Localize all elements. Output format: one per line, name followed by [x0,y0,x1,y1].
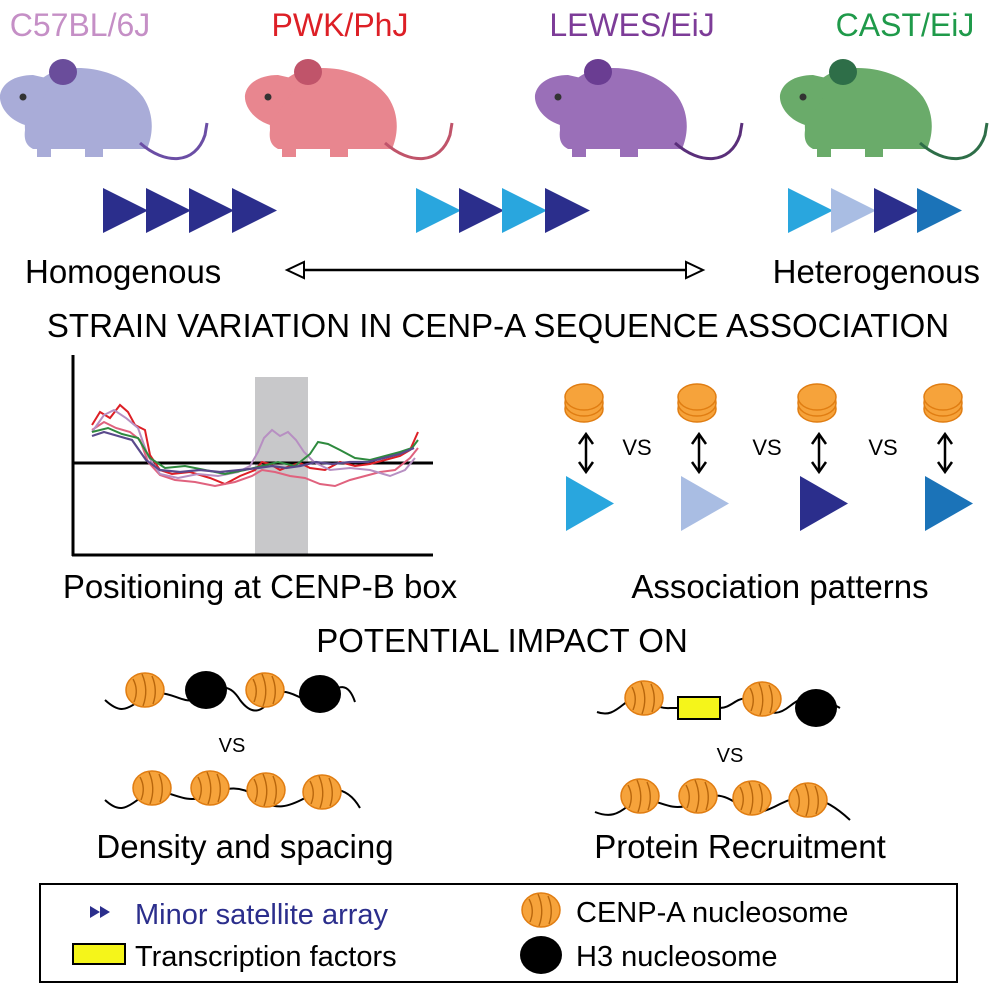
satellite-triangle [874,188,919,233]
legend-transcription-factors: Transcription factors [135,941,397,973]
homogenous-label: Homogenous [25,253,221,290]
impact-title: POTENTIAL IMPACT ON [316,622,688,659]
density-top-fiber [104,671,356,713]
cenpa-nucleosome-icon [246,772,286,808]
strain-label-pwk: PWK/PhJ [272,7,409,43]
cenpa-nucleosome-icon [788,782,828,818]
strain-label-c57bl: C57BL/6J [10,7,151,43]
density-bottom-fiber [104,770,361,810]
double-arrow-icon [810,431,828,475]
double-arrow-icon [577,431,595,475]
satellite-triangle [416,188,461,233]
legend-box [39,883,958,983]
cenpa-nucleosome-icon [742,681,782,717]
h3-nucleosome-icon [299,675,341,713]
positioning-plot [71,355,433,557]
double-arrow-icon [936,431,954,475]
satellite-array-homogenous [103,188,277,233]
association-patterns: VS VS VS [564,383,973,531]
assoc-vs-2: VS [752,435,781,460]
satellite-triangle [831,188,876,233]
double-arrow-icon [690,431,708,475]
density-vs: VS [219,735,246,757]
mouse-lewes-icon [534,59,744,160]
satellite-triangle [189,188,234,233]
satellite-triangle [459,188,504,233]
satellite-triangle [146,188,191,233]
legend-h3: H3 nucleosome [576,941,778,973]
recruitment-top-fiber [596,680,841,727]
cenpa-nucleosome-icon [132,770,172,806]
assoc-triangle-1 [566,476,614,531]
heterogenous-label: Heterogenous [773,253,980,290]
satellite-triangle [788,188,833,233]
association-pair-4 [923,383,973,531]
assoc-vs-1: VS [622,435,651,460]
mouse-c57bl-icon [0,59,209,160]
cenpa-nucleosome-icon [620,778,660,814]
cenpa-nucleosome-icon [302,774,342,810]
mouse-cast-icon [779,59,989,160]
legend-minor-satellite: Minor satellite array [135,899,389,931]
section-title: STRAIN VARIATION IN CENP-A SEQUENCE ASSO… [47,307,949,344]
density-caption: Density and spacing [96,828,393,865]
assoc-triangle-4 [925,476,973,531]
assoc-vs-3: VS [868,435,897,460]
recruitment-vs: VS [717,745,744,767]
satellite-triangle [917,188,962,233]
spectrum-double-arrow [284,260,706,280]
satellite-array-heterogenous [788,188,962,233]
legend-cenpa: CENP-A nucleosome [576,897,848,929]
positioning-caption: Positioning at CENP-B box [63,568,458,605]
assoc-triangle-3 [800,476,848,531]
association-pair-1 [564,383,614,531]
satellite-triangle [502,188,547,233]
strain-label-cast: CAST/EiJ [836,7,975,43]
mouse-pwk-icon [244,59,454,160]
h3-nucleosome-icon [795,689,837,727]
trace-purple [91,430,415,474]
cenpa-nucleosome-icon [732,780,772,816]
transcription-factor-legend-icon [72,943,126,965]
association-caption: Association patterns [631,568,928,605]
assoc-triangle-2 [681,476,729,531]
h3-nucleosome-icon [185,671,227,709]
cenpa-nucleosome-icon [245,672,285,708]
association-pair-3 [797,383,848,531]
satellite-array-middle [416,188,590,233]
satellite-triangle [232,188,277,233]
satellite-triangle [103,188,148,233]
cenpa-nucleosome-icon [190,770,230,806]
satellite-triangle [545,188,590,233]
trace-red [91,403,419,486]
cenpa-nucleosome-icon [624,680,664,716]
cenpa-nucleosome-icon [678,778,718,814]
legend: Minor satellite array Transcription fact… [39,883,958,983]
trace-mauve [91,408,416,480]
h3-nucleosome-legend-icon [520,936,562,974]
cenpa-nucleosome-icon [125,672,165,708]
trace-green [91,426,419,476]
minor-satellite-icon [90,906,110,918]
recruitment-caption: Protein Recruitment [594,828,886,865]
transcription-factor-icon [677,696,721,720]
association-pair-2 [677,383,729,531]
strain-labels: C57BL/6J PWK/PhJ LEWES/EiJ CAST/EiJ [10,7,975,43]
cenpa-nucleosome-legend-icon [521,892,561,928]
strain-label-lewes: LEWES/EiJ [549,7,714,43]
recruitment-bottom-fiber [594,778,851,821]
